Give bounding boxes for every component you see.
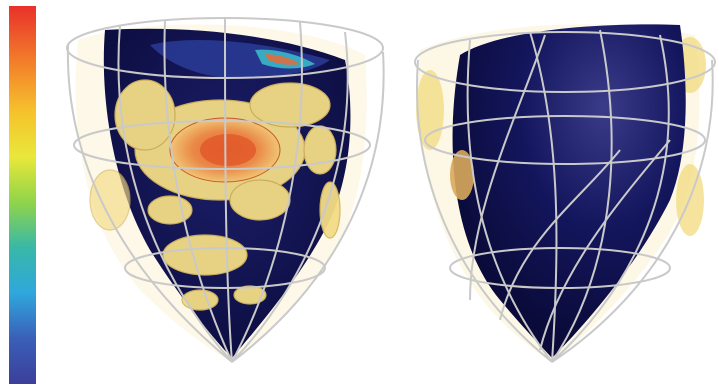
yellow-isosurface-left bbox=[89, 79, 341, 311]
wire-mesh-right bbox=[414, 29, 716, 363]
colormap-legend-bar bbox=[9, 6, 36, 384]
right-heart-view bbox=[414, 24, 716, 363]
myocardium-surface-right bbox=[452, 24, 686, 358]
wire-mesh-left bbox=[66, 17, 385, 363]
left-heart-view bbox=[66, 17, 385, 363]
top-cap-patch bbox=[150, 40, 330, 79]
